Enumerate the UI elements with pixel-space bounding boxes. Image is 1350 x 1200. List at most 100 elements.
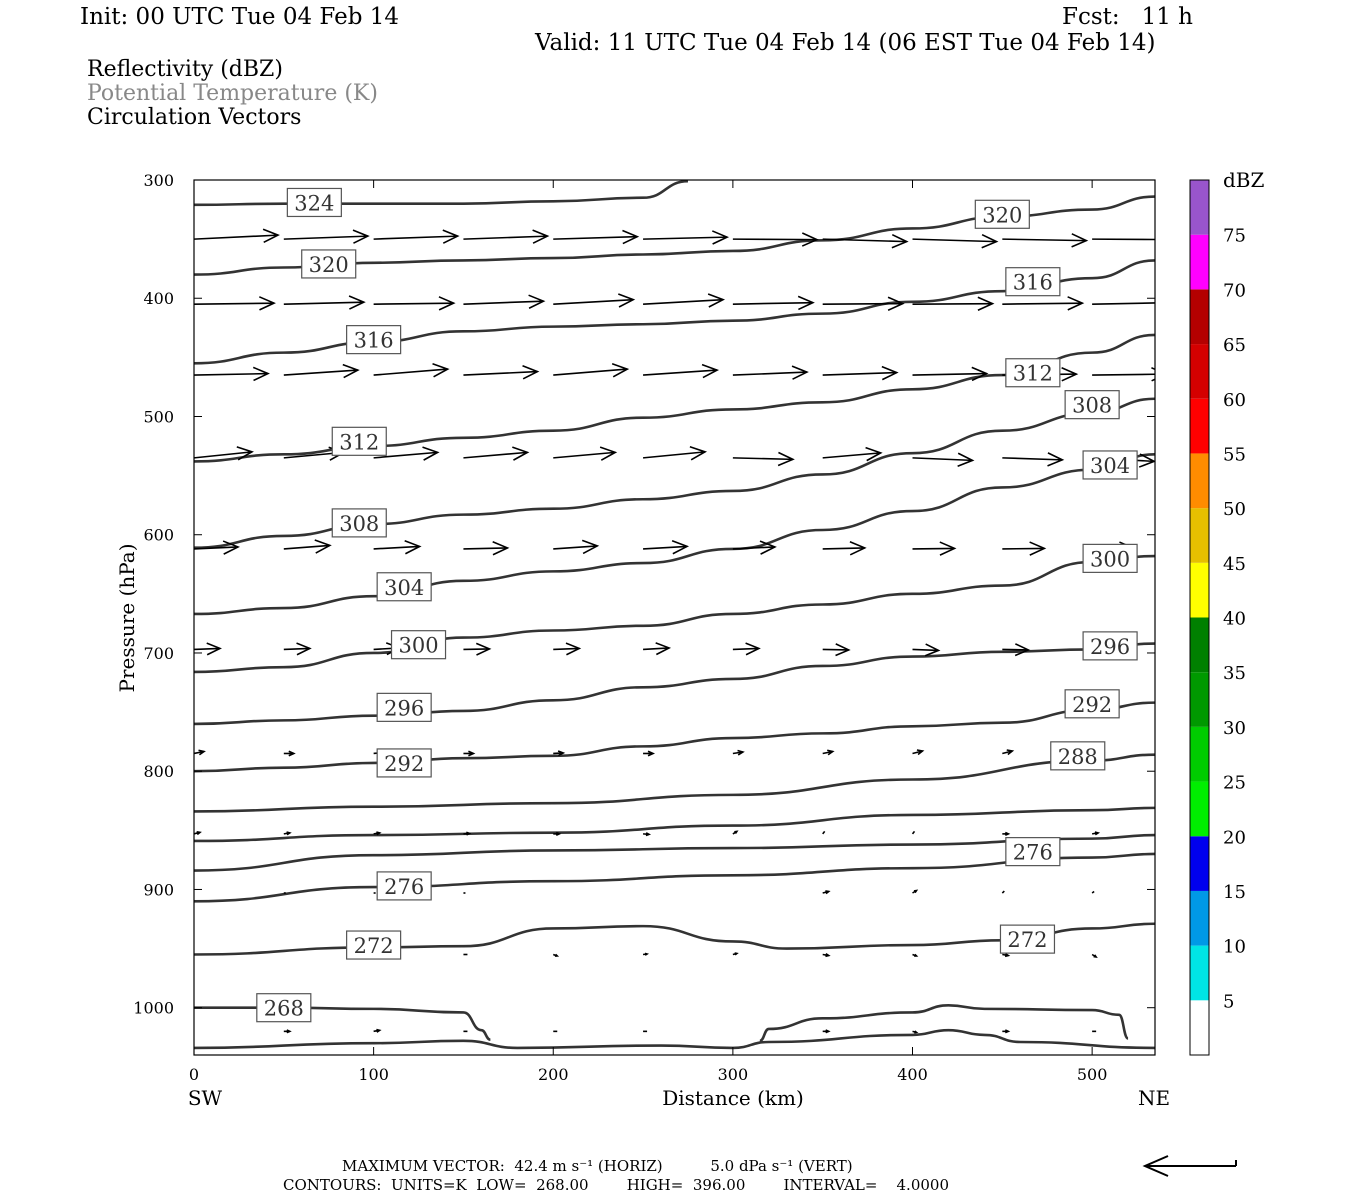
isentrope-324 — [194, 180, 689, 207]
circulation-vector — [1091, 890, 1095, 894]
isentrope-label-text: 300 — [1090, 547, 1130, 571]
reference-vector-arrow — [1142, 1155, 1237, 1177]
init-time: Init: 00 UTC Tue 04 Feb 14 — [80, 4, 400, 30]
isentrope-label-text: 320 — [309, 253, 349, 277]
colorbar-label: 20 — [1223, 827, 1246, 848]
circulation-vector — [912, 296, 995, 311]
circulation-vector — [1002, 643, 1031, 657]
y-tick-label: 300 — [143, 171, 174, 190]
circulation-vector — [822, 233, 909, 249]
circulation-vector — [1002, 831, 1011, 836]
y-axis-label: Pressure (hPa) — [115, 544, 139, 693]
circulation-vector — [643, 293, 726, 308]
circulation-vector — [283, 1029, 292, 1034]
circulation-vector — [463, 446, 530, 461]
isentrope-label-296: 296 — [1082, 631, 1138, 661]
circulation-vector — [463, 642, 492, 656]
x-tick-label: 500 — [1077, 1065, 1108, 1084]
circulation-vector — [822, 952, 831, 958]
circulation-vector — [283, 229, 370, 244]
circulation-vector — [732, 365, 809, 380]
circulation-vector — [732, 540, 777, 555]
circulation-vector — [283, 295, 366, 310]
circulation-vector — [732, 830, 739, 835]
circulation-vector — [732, 451, 795, 467]
y-tick-label: 500 — [143, 407, 174, 426]
colorbar-label: 55 — [1223, 444, 1246, 465]
isentrope-304 — [194, 453, 1155, 616]
circulation-vector — [912, 233, 999, 249]
colorbar-label: 35 — [1223, 663, 1246, 684]
field-reflectivity: Reflectivity (dBZ) — [87, 57, 283, 82]
isentrope-label-324: 324 — [286, 187, 342, 218]
isentrope-label-320: 320 — [301, 249, 357, 279]
circulation-vector — [194, 228, 280, 244]
circulation-vector — [553, 831, 562, 836]
circulation-vector — [1002, 233, 1089, 248]
circulation-vector — [283, 750, 296, 757]
circulation-vector — [373, 229, 460, 244]
circulation-vector — [373, 363, 450, 378]
circulation-vector — [552, 953, 560, 957]
circulation-vector — [1092, 302, 1155, 305]
circulation-vector — [822, 643, 851, 657]
circulation-vector — [373, 539, 422, 555]
circulation-vector — [194, 446, 254, 461]
circulation-vector — [822, 446, 883, 462]
colorbar-cell — [1190, 453, 1209, 509]
circulation-vector — [553, 446, 618, 461]
circulation-vector — [553, 293, 636, 308]
isentrope-label-text: 296 — [384, 696, 424, 720]
isentrope-label-text: 272 — [354, 934, 394, 958]
circulation-vector — [194, 296, 276, 311]
isentrope-264 — [194, 1028, 1155, 1050]
circulation-vector — [1002, 296, 1085, 311]
isentrope-label-text: 288 — [1058, 745, 1098, 769]
isentrope-268 — [194, 1006, 491, 1041]
circulation-vector — [912, 889, 919, 894]
circulation-vector — [732, 232, 819, 247]
contours-note: CONTOURS: UNITS=K LOW= 268.00 HIGH= 396.… — [283, 1176, 949, 1194]
isentrope-label-300: 300 — [1082, 543, 1138, 573]
colorbar-unit: dBZ — [1223, 168, 1265, 192]
x-end-label-left: SW — [188, 1086, 223, 1110]
circulation-vector — [822, 365, 899, 381]
y-tick-label: 1000 — [133, 999, 174, 1018]
circulation-vector — [1001, 890, 1005, 894]
circulation-vector — [463, 294, 546, 309]
circulation-vector — [463, 831, 472, 836]
colorbar-label: 75 — [1223, 226, 1246, 247]
circulation-vector — [1091, 953, 1098, 959]
isentrope-label-text: 316 — [1013, 271, 1053, 295]
circulation-vector — [912, 452, 975, 468]
colorbar-cell — [1190, 672, 1209, 727]
isentrope-label-288: 288 — [1050, 741, 1106, 771]
colorbar-label: 45 — [1223, 554, 1246, 575]
colorbar-label: 30 — [1223, 718, 1246, 739]
isentrope-284 — [194, 806, 1155, 843]
isentrope-label-272: 272 — [346, 930, 402, 960]
circulation-vector — [912, 953, 919, 957]
circulation-vector — [822, 541, 867, 556]
isentrope-label-312: 312 — [1005, 358, 1061, 388]
isentrope-label-316: 316 — [346, 325, 402, 355]
circulation-vector — [1092, 238, 1155, 241]
circulation-vector — [194, 540, 240, 555]
x-tick-label: 200 — [538, 1065, 569, 1084]
circulation-vector — [643, 642, 672, 656]
x-axis-label: Distance (km) — [662, 1086, 804, 1110]
colorbar-label: 40 — [1223, 609, 1246, 630]
isentrope-label-268: 268 — [256, 993, 312, 1023]
circulation-vector — [732, 642, 761, 656]
circulation-vector — [911, 830, 916, 835]
colorbar-cell — [1190, 726, 1209, 782]
circulation-vector — [822, 890, 831, 895]
isentrope-label-text: 296 — [1090, 635, 1130, 659]
colorbar-label: 65 — [1223, 335, 1246, 356]
circulation-vector — [912, 541, 957, 556]
isentrope-label-text: 320 — [982, 203, 1022, 227]
circulation-vector — [1091, 831, 1101, 836]
colorbar-label: 50 — [1223, 499, 1246, 520]
y-tick-label: 700 — [143, 644, 174, 663]
